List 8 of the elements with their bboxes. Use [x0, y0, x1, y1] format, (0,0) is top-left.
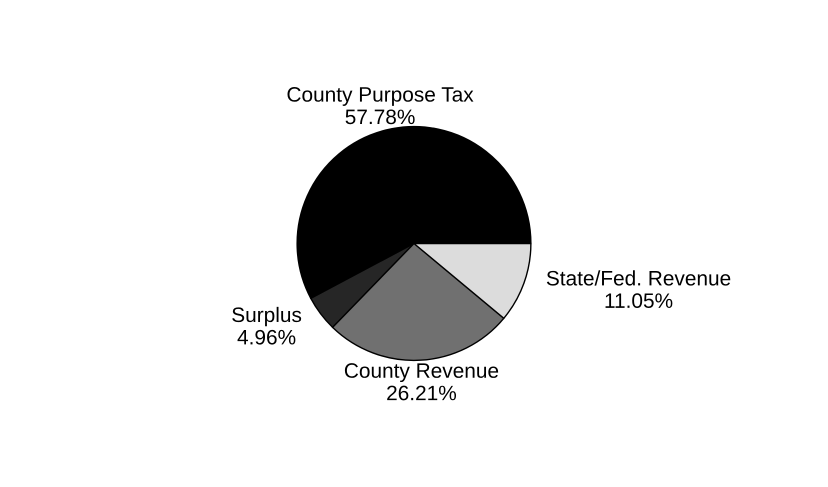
- data-label: 57.78%: [346, 109, 415, 124]
- data-label: 26.21%: [387, 386, 456, 400]
- data-label: 11.05%: [606, 293, 672, 308]
- slice-label: County Revenue: [344, 363, 498, 382]
- data-label: 4.96%: [238, 330, 296, 345]
- slice-label: Surplus: [232, 306, 302, 326]
- slice-label: State/Fed. Revenue: [546, 270, 730, 286]
- slice-label: County Purpose Tax: [288, 87, 474, 106]
